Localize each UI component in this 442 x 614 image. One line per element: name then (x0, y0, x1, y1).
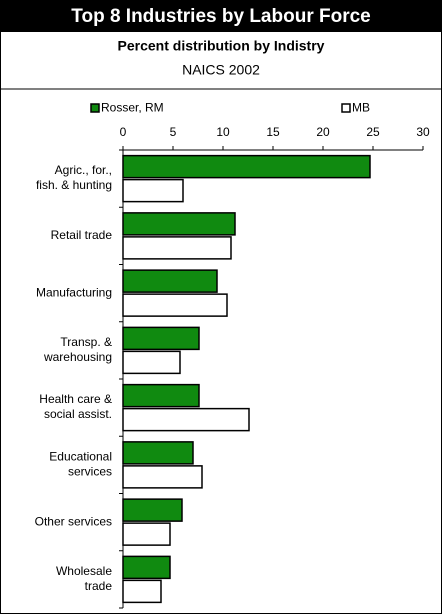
y-tick-label: Wholesale trade (56, 564, 112, 593)
bar (122, 326, 200, 351)
x-tick-label: 25 (366, 125, 380, 139)
y-tick-label: Other services (35, 514, 112, 528)
bar (122, 465, 203, 489)
chart-title: Top 8 Industries by Labour Force (71, 6, 370, 27)
bar (122, 383, 200, 408)
bar (122, 498, 183, 522)
x-tick-label: 30 (416, 125, 430, 139)
bar (122, 522, 171, 546)
x-tick-label: 15 (266, 125, 280, 139)
y-tick-label: Manufacturing (36, 285, 112, 299)
chart-subtitle: Percent distribution by Indistry (118, 38, 325, 54)
x-tick-label: 0 (120, 125, 127, 139)
legend-swatch (341, 103, 351, 113)
bar (122, 441, 194, 465)
title-bar (0, 0, 442, 32)
y-tick-label: Agric., for., fish. & hunting (36, 163, 112, 192)
bar (122, 178, 184, 203)
y-tick-label: Retail trade (51, 228, 113, 242)
legend-label: MB (352, 101, 370, 115)
bar (122, 236, 232, 260)
x-tick-label: 10 (216, 125, 230, 139)
x-tick-label: 20 (316, 125, 330, 139)
bar (122, 293, 228, 317)
bar (122, 555, 171, 580)
x-tick-label: 5 (170, 125, 177, 139)
bar (122, 269, 218, 293)
legend-swatch (90, 103, 100, 113)
bar (122, 579, 162, 604)
legend-label: Rosser, RM (101, 101, 164, 115)
y-tick-label: Health care & social assist. (39, 392, 112, 421)
bar (122, 350, 181, 375)
y-tick-label: Educational services (49, 450, 112, 479)
bar (122, 407, 250, 432)
y-tick-label: Transp. & warehousing (43, 335, 112, 364)
bar (122, 154, 371, 179)
chart-subtitle: NAICS 2002 (182, 62, 260, 78)
bar (122, 212, 236, 236)
